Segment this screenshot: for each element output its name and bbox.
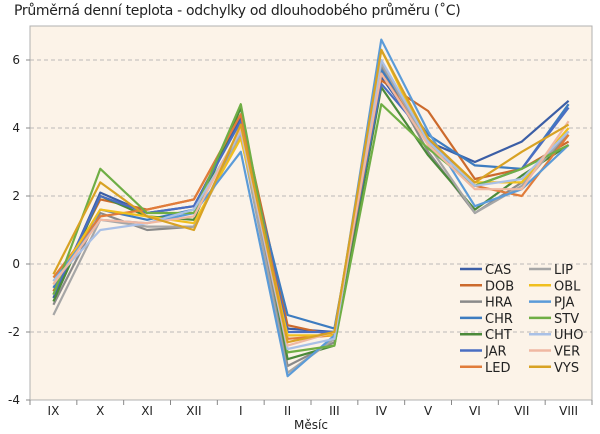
legend-label-cht: CHT — [485, 328, 512, 343]
chart-title: Průměrná denní teplota - odchylky od dlo… — [14, 3, 461, 19]
x-tick-label: VI — [469, 404, 481, 418]
y-tick-label: -2 — [8, 325, 20, 339]
x-tick-label: II — [284, 404, 291, 418]
y-tick-label: 4 — [12, 121, 20, 135]
x-tick-label: X — [96, 404, 104, 418]
x-tick-label: III — [329, 404, 340, 418]
legend-label-uho: UHO — [554, 328, 584, 343]
x-tick-label: V — [424, 404, 433, 418]
x-tick-label: IV — [375, 404, 388, 418]
x-tick-label: VII — [514, 404, 529, 418]
legend-label-jar: JAR — [484, 345, 507, 360]
series-line-vys — [52, 48, 570, 344]
x-tick-label: VIII — [559, 404, 578, 418]
y-tick-label: -4 — [8, 393, 20, 407]
series-line-stv — [52, 103, 570, 354]
legend-label-ver: VER — [554, 345, 580, 360]
legend-label-vys: VYS — [554, 361, 579, 376]
legend-label-lip: LIP — [554, 263, 573, 278]
y-tick-label: 0 — [12, 257, 20, 271]
legend-label-chr: CHR — [485, 312, 513, 327]
legend-label-pja: PJA — [554, 296, 574, 311]
legend-label-led: LED — [485, 361, 510, 376]
y-tick-label: 6 — [12, 53, 20, 67]
legend-label-obl: OBL — [554, 279, 581, 294]
series-line-uho — [52, 58, 570, 351]
legend-label-cas: CAS — [485, 263, 511, 278]
legend-label-hra: HRA — [485, 296, 512, 311]
x-axis-label: Měsíc — [294, 418, 328, 432]
series-line-chr — [52, 69, 570, 330]
legend-label-dob: DOB — [485, 279, 514, 294]
legend-label-stv: STV — [554, 312, 579, 327]
x-tick-label: XI — [141, 404, 153, 418]
x-tick-label: XII — [186, 404, 201, 418]
x-tick-label: IX — [48, 404, 60, 418]
x-tick-label: I — [239, 404, 243, 418]
y-tick-label: 2 — [12, 189, 20, 203]
series-line-ver — [52, 72, 570, 347]
